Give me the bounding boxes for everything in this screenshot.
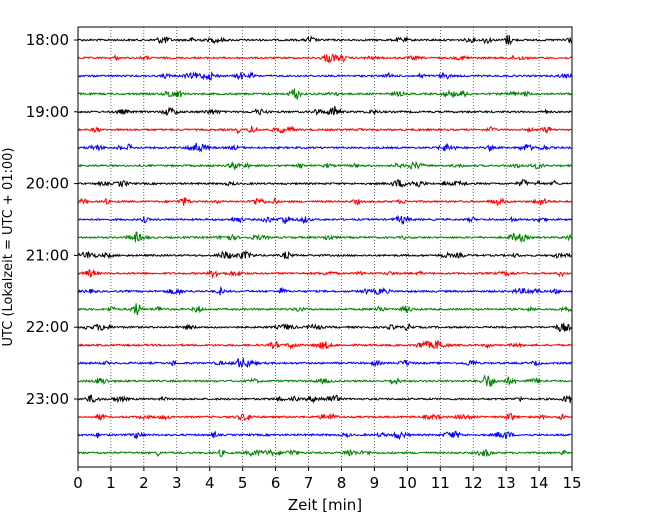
- x-tick-label: 10: [398, 474, 417, 492]
- x-tick-label: 3: [172, 474, 182, 492]
- seismogram-trace: [77, 303, 572, 316]
- x-tick-label: 1: [106, 474, 116, 492]
- seismogram-trace: [77, 357, 572, 369]
- seismogram-trace: [77, 88, 572, 100]
- y-tick-label: 20:00: [26, 175, 69, 193]
- x-tick-label: 6: [271, 474, 281, 492]
- vertical-grid: [110, 27, 540, 467]
- y-axis-label: UTC (Lokalzeit = UTC + 01:00): [1, 148, 16, 347]
- x-tick-label: 11: [431, 474, 450, 492]
- seismogram-trace: [77, 448, 572, 458]
- seismogram-trace: [77, 231, 572, 244]
- y-tick-label: 18:00: [26, 31, 69, 49]
- seismogram-trace: [77, 430, 572, 441]
- x-tick-label: 13: [497, 474, 516, 492]
- seismogram-trace: [77, 125, 572, 135]
- seismogram-trace: [77, 142, 572, 153]
- x-tick-label: 4: [205, 474, 215, 492]
- x-axis-label: Zeit [min]: [288, 496, 362, 514]
- seismogram-trace: [77, 394, 572, 404]
- seismogram-trace: [77, 374, 572, 387]
- x-axis-ticks: 0 1 2 3 4 5 6 7 8 9 10 11 12 13 14 15: [73, 467, 582, 492]
- seismogram-trace: [77, 214, 572, 226]
- x-tick-label: 7: [304, 474, 314, 492]
- x-tick-label: 15: [562, 474, 581, 492]
- x-tick-label: 12: [464, 474, 483, 492]
- seismogram-trace: [77, 249, 572, 260]
- seismogram-trace: [77, 196, 572, 207]
- seismogram-trace: [77, 339, 572, 350]
- seismogram-trace: [77, 160, 572, 170]
- x-tick-label: 2: [139, 474, 149, 492]
- plot-frame: [77, 26, 573, 468]
- y-tick-label: 22:00: [26, 318, 69, 336]
- seismogram-trace: [77, 178, 572, 189]
- seismogram-trace: [77, 322, 572, 333]
- seismogram-trace: [77, 268, 572, 280]
- trace-group: [77, 34, 572, 458]
- x-tick-label: 0: [73, 474, 83, 492]
- y-tick-label: 19:00: [26, 103, 69, 121]
- seismogram-trace: [77, 285, 572, 296]
- y-tick-label: 21:00: [26, 246, 69, 264]
- seismogram-trace: [77, 34, 572, 46]
- seismogram-trace: [77, 53, 572, 64]
- y-axis-ticks: 18:00 19:00 20:00 21:00 22:00 23:00: [26, 31, 78, 408]
- x-tick-label: 5: [238, 474, 248, 492]
- x-tick-label: 14: [530, 474, 549, 492]
- y-tick-label: 23:00: [26, 390, 69, 408]
- seismogram-trace: [77, 70, 572, 81]
- x-tick-label: 9: [370, 474, 380, 492]
- plot-background: [78, 27, 572, 467]
- seismogram-trace: [77, 105, 572, 117]
- seismogram-trace: [77, 412, 572, 421]
- x-tick-label: 8: [337, 474, 347, 492]
